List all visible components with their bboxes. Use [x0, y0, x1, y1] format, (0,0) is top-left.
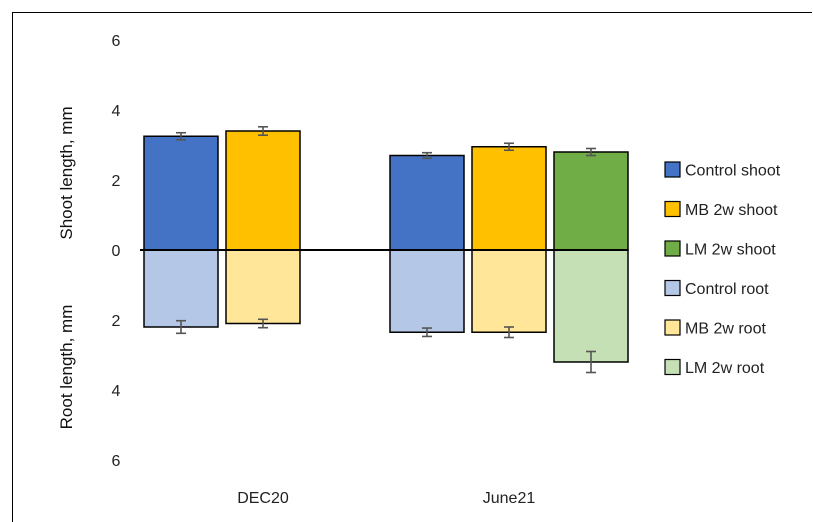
y-tick-label: 4: [112, 383, 121, 400]
legend-label: Control root: [685, 281, 769, 298]
legend-label: LM 2w shoot: [685, 242, 776, 259]
y-tick-labels: 6 4 2 0 2 4 6: [112, 33, 121, 470]
bar: [471, 146, 547, 251]
bar: [143, 135, 219, 251]
bar: [389, 154, 465, 251]
y-tick-label: 6: [112, 453, 121, 470]
bar: [225, 130, 301, 251]
bar: [471, 249, 547, 333]
bars: [143, 130, 629, 363]
y-tick-label: 2: [112, 313, 121, 330]
chart-frame: [12, 12, 812, 522]
x-tick-label: DEC20: [237, 490, 289, 507]
y-tick-label: 0: [112, 243, 121, 260]
legend-label: MB 2w shoot: [685, 202, 778, 219]
y-tick-label: 6: [112, 33, 121, 50]
y-tick-label: 4: [112, 103, 121, 120]
bar: [553, 151, 629, 251]
legend-swatch: [664, 279, 681, 297]
legend-swatch: [664, 161, 681, 178]
y-axis-title-root: Root length, mm: [57, 305, 76, 430]
y-axis-title-shoot: Shoot length, mm: [57, 106, 76, 239]
y-tick-label: 2: [112, 173, 121, 190]
legend-swatch: [664, 240, 681, 257]
legend-label: MB 2w root: [685, 321, 766, 338]
bar: [143, 249, 219, 328]
legend-label: LM 2w root: [685, 360, 765, 377]
error-bars: [176, 126, 596, 374]
legend: Control shoot MB 2w shoot LM 2w shoot Contr…: [664, 161, 781, 377]
x-tick-labels: DEC20 June21: [237, 490, 535, 507]
bar: [225, 249, 301, 325]
legend-swatch: [664, 200, 681, 218]
x-tick-label: June21: [483, 490, 536, 507]
bar: [389, 249, 465, 333]
bar: [553, 249, 629, 363]
legend-swatch: [664, 319, 681, 336]
legend-swatch: [664, 358, 681, 376]
legend-label: Control shoot: [685, 163, 781, 180]
